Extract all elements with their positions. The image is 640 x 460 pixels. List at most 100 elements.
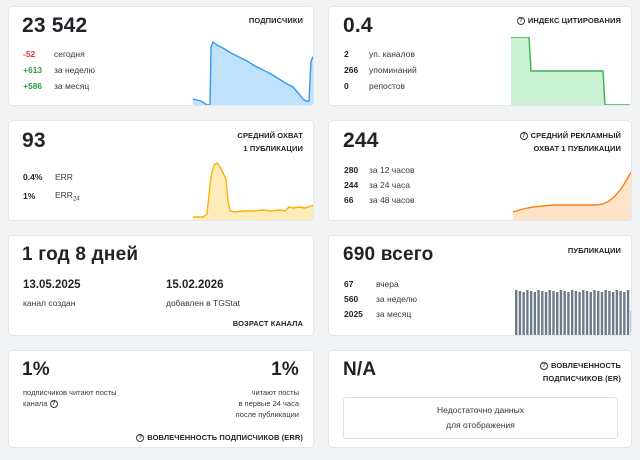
citation-mentions-row: 266 упоминаний (344, 65, 417, 75)
posts-bar (518, 291, 522, 335)
posts-bar (529, 291, 533, 335)
ad-reach-value: 244 (343, 129, 379, 152)
citation-card: 0.4 ? ИНДЕКС ЦИТИРОВАНИЯ 2 уп. каналов 26… (328, 6, 632, 106)
subscribers-today-row: -52 сегодня (23, 49, 85, 59)
reach-err-value: 0.4% (23, 172, 43, 182)
posts-bar (522, 292, 525, 335)
help-icon[interactable]: ? (540, 362, 548, 371)
er-caption: ? ВОВЛЕЧЕННОСТЬ ПОДПИСЧИКОВ (ER) (540, 359, 621, 385)
citation-channels-value: 2 (344, 49, 349, 59)
ad-reach-48h-value: 66 (344, 195, 354, 205)
subscribers-today-value: -52 (23, 49, 36, 59)
posts-bar (563, 291, 566, 335)
posts-bar (589, 292, 592, 335)
posts-yesterday-label: вчера (376, 279, 399, 289)
err-caption: ? ВОВЛЕЧЕННОСТЬ ПОДПИСЧИКОВ (ERR) (136, 431, 303, 444)
subscribers-card: 23 542 ПОДПИСЧИКИ -52 сегодня +613 за не… (8, 6, 314, 106)
er-no-data-box: Недостаточно данных для отображения (343, 397, 618, 439)
posts-bar (548, 290, 551, 335)
age-created-label: канал создан (23, 298, 76, 308)
posts-bar (615, 290, 619, 335)
subscribers-caption: ПОДПИСЧИКИ (248, 16, 303, 25)
reach-err24-label-text: ERR (55, 190, 73, 200)
citation-caption: ИНДЕКС ЦИТИРОВАНИЯ (527, 16, 621, 25)
er-caption-line1: ВОВЛЕЧЕННОСТЬ (551, 361, 621, 370)
posts-month-value: 2025 (344, 309, 363, 319)
posts-bar (574, 291, 578, 335)
posts-bar (578, 292, 581, 335)
posts-bar (541, 291, 544, 335)
posts-value: 690 всего (343, 244, 434, 265)
err-right-value: 1% (271, 359, 299, 380)
posts-bar (585, 291, 589, 335)
posts-bar (567, 292, 570, 335)
age-value: 1 год 8 дней (22, 244, 139, 265)
citation-reposts-value: 0 (344, 81, 349, 91)
ad-reach-card: 244 ? СРЕДНИЙ РЕКЛАМНЫЙ ОХВАТ 1 ПУБЛИКАЦИ… (328, 120, 632, 221)
er-no-data-line1: Недостаточно данных (437, 405, 524, 415)
ad-reach-12h-row: 280 за 12 часов (344, 165, 415, 175)
err-right-text-line2: в первые 24 часа (238, 399, 299, 408)
posts-bar (559, 290, 563, 335)
posts-card: 690 всего ПУБЛИКАЦИИ 67 вчера 560 за нед… (328, 235, 632, 336)
posts-bar (597, 291, 600, 335)
subscribers-month-row: +586 за месяц (23, 81, 89, 91)
ad-reach-48h-label: за 48 часов (369, 195, 415, 205)
subscribers-today-label: сегодня (54, 49, 85, 59)
ad-reach-12h-value: 280 (344, 165, 359, 175)
citation-channels-label: уп. каналов (369, 49, 415, 59)
posts-bar (552, 291, 555, 335)
help-icon[interactable]: ? (136, 434, 145, 443)
ad-reach-48h-row: 66 за 48 часов (344, 195, 415, 205)
age-added-label: добавлен в TGStat (166, 298, 240, 308)
citation-sparkline (511, 37, 631, 105)
posts-week-value: 560 (344, 294, 359, 304)
posts-bar (630, 311, 631, 335)
err-left-text-line2: канала (23, 399, 48, 408)
err-right-text-line3: после публикации (235, 410, 299, 419)
posts-bar (611, 292, 615, 335)
posts-week-label: за неделю (376, 294, 417, 304)
subscribers-week-value: +613 (23, 65, 43, 75)
reach-err24-subscript: 24 (72, 196, 80, 203)
ad-reach-caption: ? СРЕДНИЙ РЕКЛАМНЫЙ ОХВАТ 1 ПУБЛИКАЦИИ (519, 129, 621, 155)
reach-err24-value: 1% (23, 191, 36, 202)
citation-channels-row: 2 уп. каналов (344, 49, 415, 59)
subscribers-value: 23 542 (22, 14, 88, 37)
ad-reach-24h-value: 244 (344, 180, 359, 190)
citation-mentions-label: упоминаний (369, 65, 417, 75)
posts-bar (533, 292, 537, 335)
citation-reposts-label: репостов (369, 81, 406, 91)
ad-reach-24h-row: 244 за 24 часа (344, 180, 410, 190)
subscribers-week-label: за неделю (54, 65, 95, 75)
posts-bar (626, 290, 630, 335)
err-right-text: читают посты в первые 24 часа после публ… (236, 387, 299, 420)
age-caption: ВОЗРАСТ КАНАЛА (232, 319, 303, 328)
posts-bar (544, 292, 548, 335)
posts-bar (623, 292, 626, 335)
posts-bar (570, 290, 574, 335)
age-card: 1 год 8 дней 13.05.2025 канал создан 15.… (8, 235, 314, 336)
reach-caption-line1: СРЕДНИЙ ОХВАТ (237, 131, 303, 140)
err-left-text: подписчиков читают посты канала ? (23, 387, 116, 409)
err-left-text-line1: подписчиков читают посты (23, 388, 117, 397)
citation-caption-wrap: ? ИНДЕКС ЦИТИРОВАНИЯ (516, 14, 621, 27)
subscribers-week-row: +613 за неделю (23, 65, 95, 75)
help-icon[interactable]: ? (519, 132, 528, 141)
posts-bar (582, 290, 585, 335)
posts-bar-chart (515, 290, 631, 335)
posts-bar (537, 290, 540, 335)
posts-month-row: 2025 за месяц (344, 309, 411, 319)
subscribers-month-label: за месяц (54, 81, 90, 91)
help-icon[interactable]: ? (516, 17, 525, 26)
citation-mentions-value: 266 (344, 65, 359, 75)
reach-caption: СРЕДНИЙ ОХВАТ 1 ПУБЛИКАЦИИ (237, 129, 303, 155)
ad-reach-sparkline (513, 171, 631, 220)
err-caption-text: ВОВЛЕЧЕННОСТЬ ПОДПИСЧИКОВ (ERR) (147, 433, 303, 442)
help-icon[interactable]: ? (49, 400, 58, 409)
subscribers-sparkline (193, 40, 313, 105)
posts-yesterday-row: 67 вчера (344, 279, 399, 289)
age-created-date: 13.05.2025 (23, 279, 81, 291)
posts-bar (600, 292, 604, 335)
reach-card: 93 СРЕДНИЙ ОХВАТ 1 ПУБЛИКАЦИИ 0.4% ERR 1… (8, 120, 314, 221)
